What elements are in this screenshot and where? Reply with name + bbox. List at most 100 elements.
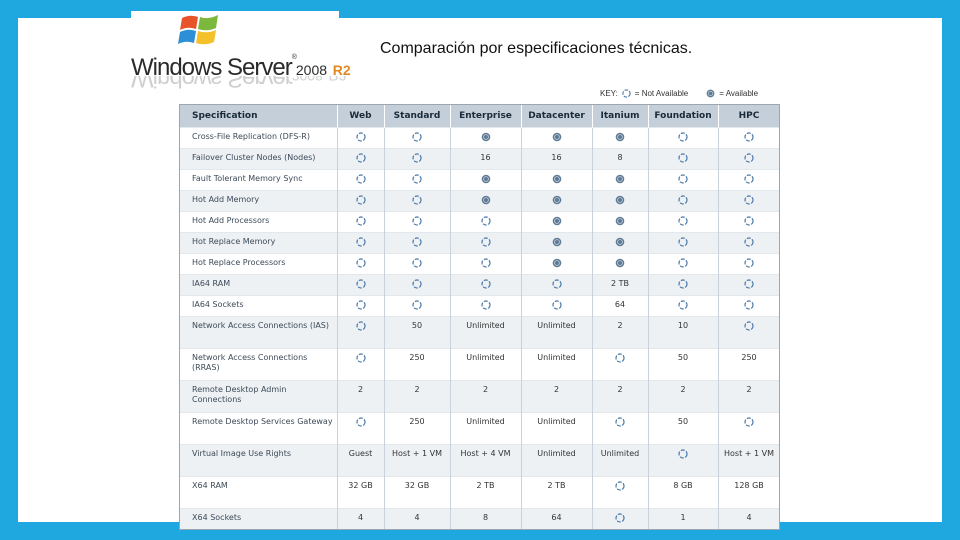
value-cell: 4: [337, 507, 385, 529]
not-available-cell: [337, 210, 385, 232]
logo-reflection-wordmark: Windows Server: [131, 76, 292, 92]
value-cell: 1: [648, 507, 719, 529]
not-available-cell: [592, 475, 649, 508]
not-available-cell: [450, 210, 522, 232]
filled-circle-icon: [706, 89, 715, 98]
value-cell: Unlimited: [521, 443, 593, 476]
not-available-cell: [337, 347, 385, 380]
column-header: HPC: [718, 105, 779, 127]
value-cell: 16: [521, 147, 593, 169]
table-row: Hot Replace Processors: [180, 252, 779, 274]
dashed-circle-icon: [551, 278, 562, 289]
not-available-cell: [450, 273, 522, 295]
not-available-cell: [648, 126, 719, 148]
available-cell: [521, 252, 593, 274]
not-available-cell: [337, 168, 385, 190]
dashed-circle-icon: [622, 89, 631, 98]
not-available-cell: [337, 273, 385, 295]
not-available-cell: [718, 252, 779, 274]
available-cell: [592, 126, 649, 148]
available-cell: [521, 231, 593, 253]
available-cell: [521, 189, 593, 211]
spec-name-cell: Network Access Connections (IAS): [180, 315, 338, 348]
dashed-circle-icon: [355, 173, 366, 184]
dashed-circle-icon: [678, 299, 688, 310]
value-cell: Unlimited: [592, 443, 649, 476]
value-cell: 128 GB: [718, 475, 779, 508]
dashed-circle-icon: [744, 320, 754, 331]
dashed-circle-icon: [678, 448, 688, 459]
filled-circle-icon: [552, 132, 561, 141]
not-available-cell: [337, 189, 385, 211]
value-cell: 2: [384, 379, 451, 412]
value-cell: 2: [450, 379, 522, 412]
value-cell: Unlimited: [521, 315, 593, 348]
dashed-circle-icon: [744, 416, 754, 427]
dashed-circle-icon: [678, 173, 688, 184]
dashed-circle-icon: [412, 299, 422, 310]
filled-circle-icon: [552, 195, 561, 204]
table-row: Remote Desktop Services Gateway 250 Unlimi…: [180, 411, 779, 444]
key-label: KEY:: [600, 89, 618, 98]
not-available-cell: [521, 273, 593, 295]
not-available-cell: [592, 347, 649, 380]
value-cell: 250: [384, 347, 451, 380]
value-cell: 16: [450, 147, 522, 169]
value-cell: 8: [592, 147, 649, 169]
not-available-cell: [718, 210, 779, 232]
value-cell: Unlimited: [450, 347, 522, 380]
dashed-circle-icon: [355, 299, 366, 310]
column-header: Datacenter: [521, 105, 593, 127]
logo-trademark: ®: [291, 54, 297, 61]
dashed-circle-icon: [678, 278, 688, 289]
value-cell: 2 TB: [450, 475, 522, 508]
value-cell: 64: [521, 507, 593, 529]
not-available-cell: [718, 126, 779, 148]
value-cell: 50: [384, 315, 451, 348]
dashed-circle-icon: [678, 236, 688, 247]
dashed-circle-icon: [678, 194, 688, 205]
slide-title: Comparación por especificaciones técnica…: [380, 40, 693, 57]
not-available-cell: [384, 294, 451, 316]
filled-circle-icon: [615, 216, 625, 225]
available-cell: [592, 189, 649, 211]
table-row: Hot Replace Memory: [180, 231, 779, 253]
not-available-cell: [450, 231, 522, 253]
value-cell: 250: [718, 347, 779, 380]
dashed-circle-icon: [744, 152, 754, 163]
spec-name-cell: IA64 Sockets: [180, 294, 338, 316]
not-available-cell: [384, 273, 451, 295]
filled-circle-icon: [615, 195, 625, 204]
value-cell: 2: [521, 379, 593, 412]
logo-reflection: Windows Server2008 R2: [131, 76, 351, 92]
table-row: Failover Cluster Nodes (Nodes) 16 16 8: [180, 147, 779, 169]
available-cell: [592, 231, 649, 253]
filled-circle-icon: [552, 237, 561, 246]
value-cell: 2 TB: [521, 475, 593, 508]
column-header: Itanium: [592, 105, 649, 127]
spec-name-cell: Network Access Connections (RRAS): [180, 347, 338, 380]
spec-name-cell: Fault Tolerant Memory Sync: [180, 168, 338, 190]
spec-name-cell: Hot Replace Memory: [180, 231, 338, 253]
not-available-cell: [337, 231, 385, 253]
dashed-circle-icon: [615, 416, 625, 427]
value-cell: 4: [718, 507, 779, 529]
dashed-circle-icon: [744, 215, 754, 226]
dashed-circle-icon: [355, 257, 366, 268]
value-cell: Unlimited: [450, 315, 522, 348]
available-cell: [450, 168, 522, 190]
not-available-cell: [648, 294, 719, 316]
spec-name-cell: Cross-File Replication (DFS-R): [180, 126, 338, 148]
not-available-cell: [384, 231, 451, 253]
value-cell: 8: [450, 507, 522, 529]
dashed-circle-icon: [615, 512, 625, 523]
value-cell: 8 GB: [648, 475, 719, 508]
value-cell: 2: [648, 379, 719, 412]
dashed-circle-icon: [480, 278, 491, 289]
not-available-cell: [384, 168, 451, 190]
dashed-circle-icon: [744, 173, 754, 184]
dashed-circle-icon: [355, 152, 366, 163]
not-available-cell: [648, 147, 719, 169]
table-row: Virtual Image Use Rights Guest Host + 1 VM…: [180, 443, 779, 476]
table-header-row: Specification Web Standard Enterprise Da…: [180, 105, 779, 127]
